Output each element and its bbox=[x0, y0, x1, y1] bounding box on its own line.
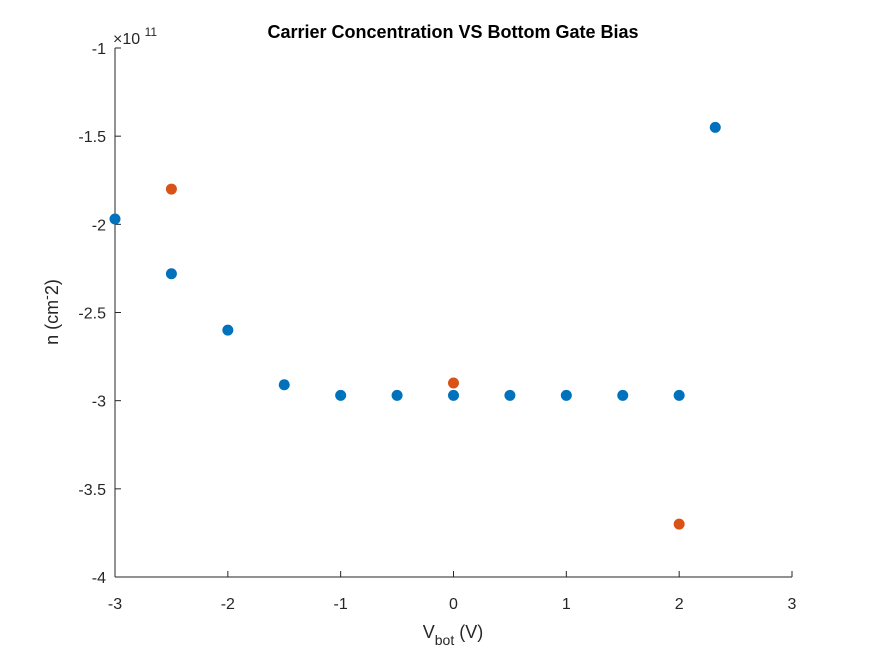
data-point-series-1 bbox=[335, 389, 347, 401]
x-axis-label: Vbot (V) bbox=[423, 622, 483, 648]
x-tick-label: 0 bbox=[449, 596, 458, 613]
y-tick-label: -3 bbox=[92, 394, 106, 411]
data-point-series-1 bbox=[560, 389, 572, 401]
y-tick-label: -2 bbox=[92, 217, 106, 234]
y-ticks: -4 -3.5 -3 -2.5 -2 -1.5 -1 bbox=[78, 41, 121, 587]
x-axis-label-main: V bbox=[423, 622, 435, 642]
x-tick-label: 2 bbox=[675, 596, 684, 613]
x-tick-label: -1 bbox=[334, 596, 348, 613]
data-point-series-1 bbox=[391, 389, 403, 401]
data-point-series-2 bbox=[673, 518, 685, 530]
y-tick-label: -3.5 bbox=[78, 482, 106, 499]
x-tick-label: -2 bbox=[221, 596, 235, 613]
x-tick-label: 3 bbox=[788, 596, 797, 613]
data-point-series-1 bbox=[448, 389, 459, 401]
chart-title: Carrier Concentration VS Bottom Gate Bia… bbox=[267, 22, 638, 42]
data-point-series-1 bbox=[165, 268, 177, 280]
y-exponent-label: ×10 11 bbox=[113, 25, 157, 48]
y-axis-label: n (cm-2) bbox=[38, 279, 62, 345]
y-exponent-times: ×10 bbox=[113, 31, 140, 48]
y-tick-label: -2.5 bbox=[78, 306, 106, 323]
y-exponent-power: 11 bbox=[145, 25, 158, 39]
data-point-series-1 bbox=[109, 213, 121, 225]
data-points bbox=[109, 121, 721, 530]
x-tick-label: 1 bbox=[562, 596, 571, 613]
y-tick-label: -1.5 bbox=[78, 129, 106, 146]
x-axis-label-sub: bot bbox=[435, 632, 455, 648]
data-point-series-1 bbox=[278, 379, 290, 391]
x-axis-label-rest: (V) bbox=[454, 622, 483, 642]
x-tick-label: -3 bbox=[108, 596, 122, 613]
x-ticks: -3 -2 -1 0 1 2 3 bbox=[108, 571, 797, 613]
data-point-series-2 bbox=[448, 377, 459, 389]
y-tick-label: -1 bbox=[92, 41, 106, 58]
y-axis-label-rest: 2) bbox=[42, 279, 62, 295]
y-axis-label-sup: - bbox=[38, 295, 54, 300]
data-point-series-1 bbox=[504, 389, 516, 401]
data-point-series-1 bbox=[617, 389, 629, 401]
y-tick-label: -4 bbox=[92, 570, 106, 587]
y-axis-label-main: n (cm bbox=[42, 300, 62, 345]
data-point-series-2 bbox=[165, 183, 177, 195]
data-point-series-1 bbox=[222, 324, 234, 336]
data-point-series-1 bbox=[709, 121, 721, 133]
data-point-series-1 bbox=[673, 389, 685, 401]
